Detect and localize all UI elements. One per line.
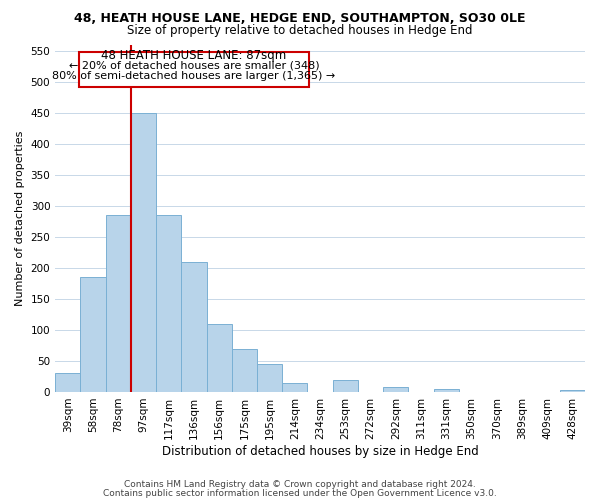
Bar — [55, 374, 80, 392]
Bar — [156, 216, 181, 392]
Text: Contains public sector information licensed under the Open Government Licence v3: Contains public sector information licen… — [103, 488, 497, 498]
Text: ← 20% of detached houses are smaller (348): ← 20% of detached houses are smaller (34… — [68, 61, 319, 71]
Text: Contains HM Land Registry data © Crown copyright and database right 2024.: Contains HM Land Registry data © Crown c… — [124, 480, 476, 489]
Bar — [131, 113, 156, 392]
Y-axis label: Number of detached properties: Number of detached properties — [15, 131, 25, 306]
Text: 48, HEATH HOUSE LANE, HEDGE END, SOUTHAMPTON, SO30 0LE: 48, HEATH HOUSE LANE, HEDGE END, SOUTHAM… — [74, 12, 526, 26]
Bar — [80, 278, 106, 392]
Bar — [383, 387, 409, 392]
Bar — [282, 382, 307, 392]
Text: 80% of semi-detached houses are larger (1,365) →: 80% of semi-detached houses are larger (… — [52, 70, 335, 81]
Bar — [206, 324, 232, 392]
Text: 48 HEATH HOUSE LANE: 87sqm: 48 HEATH HOUSE LANE: 87sqm — [101, 50, 287, 62]
Bar — [257, 364, 282, 392]
Bar — [106, 216, 131, 392]
Bar — [560, 390, 585, 392]
Text: Size of property relative to detached houses in Hedge End: Size of property relative to detached ho… — [127, 24, 473, 37]
Bar — [434, 389, 459, 392]
Bar — [332, 380, 358, 392]
Bar — [181, 262, 206, 392]
FancyBboxPatch shape — [79, 52, 309, 87]
Bar — [232, 348, 257, 392]
X-axis label: Distribution of detached houses by size in Hedge End: Distribution of detached houses by size … — [162, 444, 478, 458]
